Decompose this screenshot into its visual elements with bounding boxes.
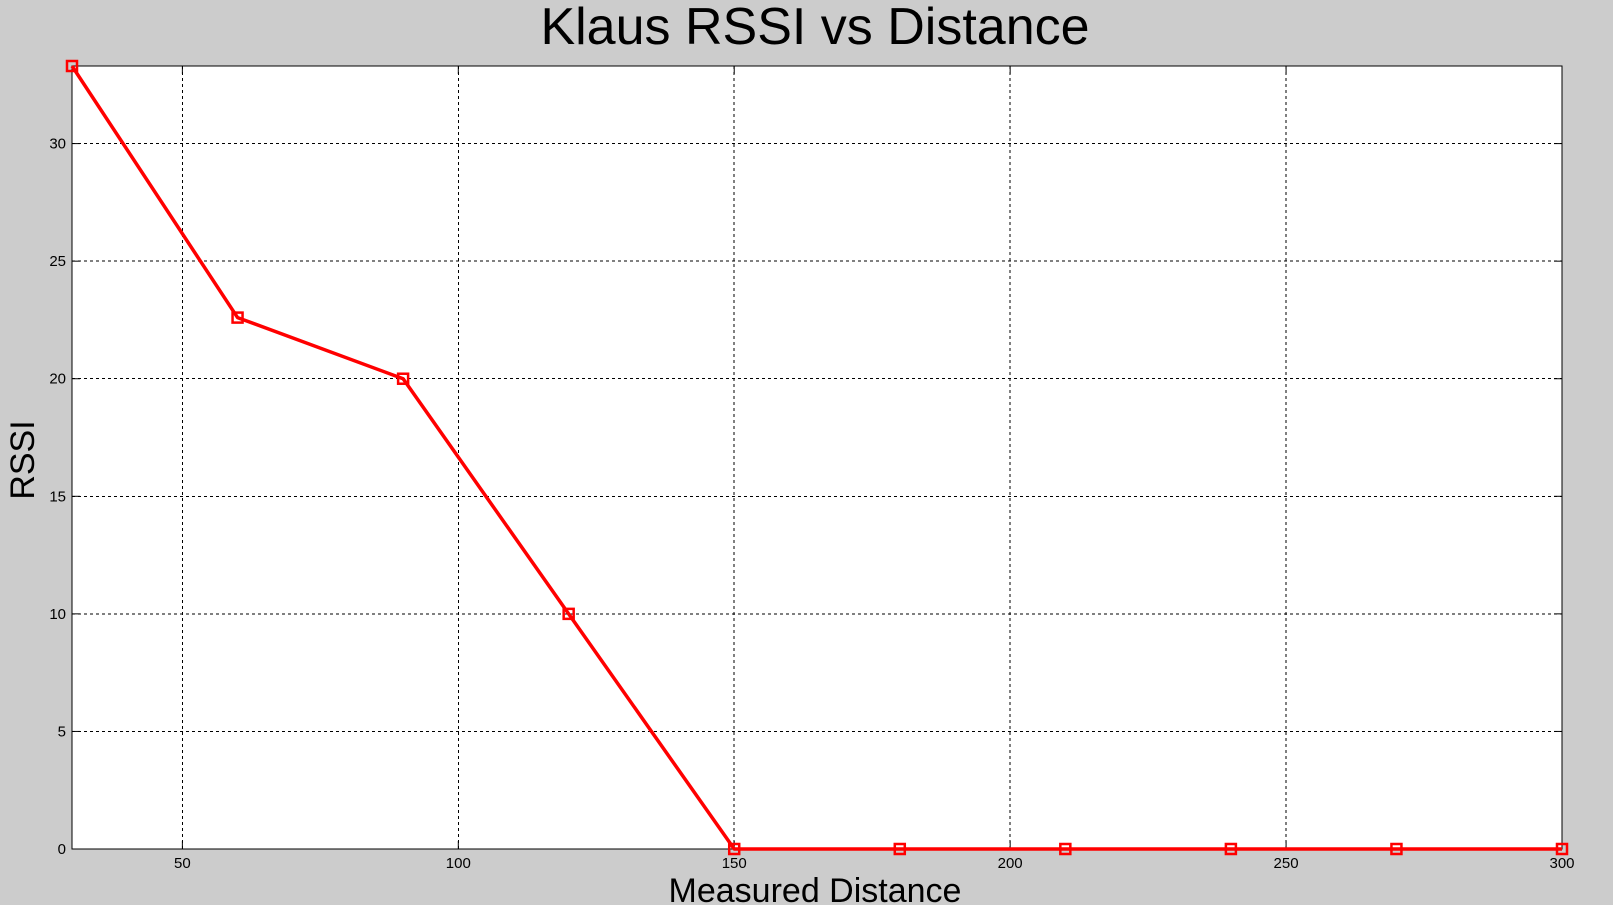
y-tick-label: 30 — [49, 136, 66, 153]
x-tick-label: 200 — [998, 855, 1023, 872]
x-tick-label: 150 — [722, 855, 747, 872]
y-tick-label: 5 — [58, 723, 66, 740]
y-tick-label: 10 — [49, 606, 66, 623]
x-tick-label: 300 — [1549, 855, 1574, 872]
x-tick-label: 100 — [446, 855, 471, 872]
y-tick-label: 0 — [58, 841, 66, 858]
chart-title: Klaus RSSI vs Distance — [540, 0, 1089, 56]
plot-area — [72, 66, 1562, 849]
y-tick-label: 15 — [49, 488, 66, 505]
x-axis-ticks: 50 100 150 200 250 300 — [174, 66, 1575, 872]
data-point-marker — [1059, 842, 1072, 856]
data-point-marker — [1390, 842, 1403, 856]
y-axis-label: RSSI — [4, 420, 42, 499]
data-point-marker — [231, 311, 244, 324]
data-point-marker — [562, 607, 575, 621]
series-line — [70, 65, 1562, 851]
data-point-marker — [65, 59, 79, 73]
y-axis-ticks: 0 5 10 15 20 25 30 — [49, 136, 1562, 858]
x-axis-label: Measured Distance — [669, 872, 962, 905]
x-tick-label: 250 — [1274, 855, 1299, 872]
y-tick-label: 25 — [49, 253, 66, 270]
data-point-marker — [1224, 842, 1238, 856]
x-tick-label: 50 — [174, 855, 191, 872]
data-point-marker — [893, 842, 907, 856]
data-point-marker — [396, 372, 410, 385]
series-layer — [65, 59, 1569, 856]
data-point-marker — [1555, 842, 1569, 856]
data-point-marker — [727, 842, 741, 856]
y-tick-label: 20 — [49, 371, 66, 388]
